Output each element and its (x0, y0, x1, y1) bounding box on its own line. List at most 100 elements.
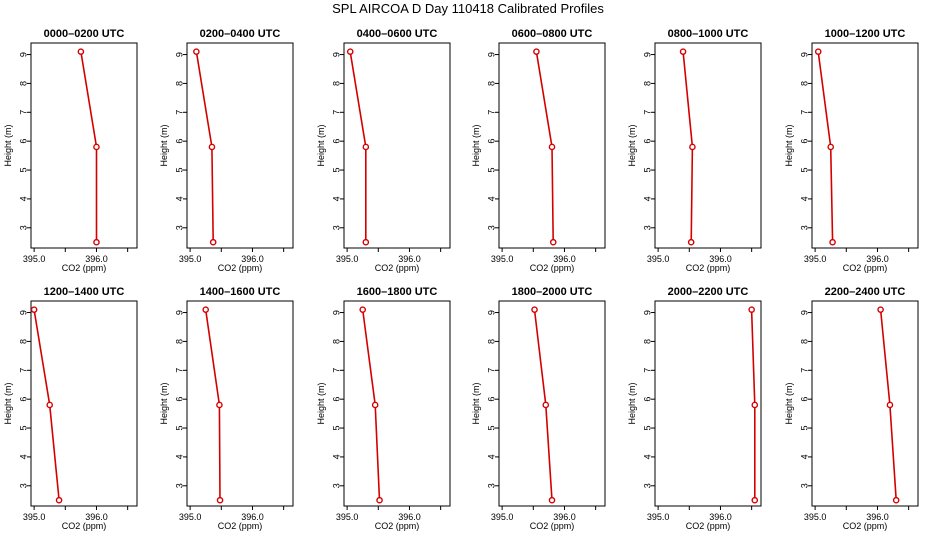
data-point (362, 143, 370, 151)
profile-panel-2: 0200–0400 UTC 395.0 396.0 3 4 5 6 7 8 9 CO2 (ppm) H… (159, 28, 294, 273)
y-tick-label: 7 (18, 368, 28, 373)
y-tick-label: 7 (174, 110, 184, 115)
x-tick-label: 395.0 (179, 254, 202, 264)
x-axis-label: CO2 (ppm) (530, 263, 575, 273)
y-tick-label: 4 (486, 196, 496, 201)
y-axis-label: Height (m) (627, 382, 637, 424)
y-tick-label: 7 (642, 110, 652, 115)
y-tick-label: 4 (799, 196, 809, 201)
data-point (77, 48, 85, 55)
x-axis-label: CO2 (ppm) (375, 521, 420, 531)
data-point (371, 401, 379, 409)
profile-panel-4: 0600–0800 UTC 395.0 396.0 3 4 5 6 7 8 9 CO2 (ppm) H… (471, 28, 606, 273)
x-tick-label: 395.0 (804, 254, 827, 264)
y-tick-label: 5 (486, 168, 496, 173)
data-point (814, 48, 822, 55)
y-tick-label: 8 (18, 81, 28, 86)
panel-title: 1600–1800 UTC (357, 286, 438, 298)
y-tick-label: 4 (331, 196, 341, 201)
y-tick-label: 5 (18, 168, 28, 173)
plot-frame (811, 42, 919, 249)
panel-title: 1800–2000 UTC (512, 286, 593, 298)
x-axis-label: CO2 (ppm) (686, 263, 731, 273)
y-tick-label: 4 (331, 454, 341, 459)
x-axis-label: CO2 (ppm) (375, 263, 420, 273)
x-tick-label: 396.0 (85, 254, 108, 264)
y-tick-label: 8 (486, 339, 496, 344)
y-axis-label: Height (m) (159, 124, 169, 166)
data-point (209, 238, 217, 246)
y-tick-label: 7 (18, 110, 28, 115)
y-tick-label: 6 (486, 139, 496, 144)
profile-panel-10: 1800–2000 UTC 395.0 396.0 3 4 5 6 7 8 9 CO2 (ppm) H… (471, 286, 606, 531)
y-tick-label: 6 (642, 397, 652, 402)
y-axis-label: Height (m) (784, 382, 794, 424)
y-tick-label: 8 (799, 339, 809, 344)
plot-frame (498, 42, 606, 249)
data-point (748, 306, 755, 313)
y-axis-label: Height (m) (316, 382, 326, 424)
data-point (533, 48, 540, 55)
y-tick-label: 4 (174, 454, 184, 459)
profile-panel-1: 0000–0200 UTC 395.0 396.0 3 4 5 6 7 8 9 CO2 (ppm) H… (3, 28, 138, 273)
y-axis-label: Height (m) (471, 382, 481, 424)
data-point (877, 306, 884, 313)
x-tick-label: 396.0 (866, 512, 889, 522)
data-point (55, 496, 63, 504)
data-point (359, 306, 367, 313)
profile-panel-7: 1200–1400 UTC 395.0 396.0 3 4 5 6 7 8 9 CO2 (ppm) H… (3, 286, 138, 531)
y-tick-label: 5 (642, 426, 652, 431)
y-tick-label: 5 (18, 426, 28, 431)
x-axis-label: CO2 (ppm) (62, 521, 107, 531)
y-tick-label: 6 (799, 397, 809, 402)
y-tick-label: 9 (642, 52, 652, 57)
y-tick-label: 4 (174, 196, 184, 201)
y-axis-label: Height (m) (471, 124, 481, 166)
y-tick-label: 5 (174, 426, 184, 431)
y-tick-label: 7 (799, 368, 809, 373)
y-tick-label: 5 (799, 168, 809, 173)
y-tick-label: 8 (331, 339, 341, 344)
y-tick-label: 3 (331, 483, 341, 488)
y-tick-label: 8 (799, 81, 809, 86)
plot-frame (654, 300, 762, 507)
x-tick-label: 396.0 (241, 512, 264, 522)
y-tick-label: 5 (331, 426, 341, 431)
y-tick-label: 3 (642, 225, 652, 230)
y-tick-label: 3 (486, 483, 496, 488)
y-tick-label: 3 (799, 225, 809, 230)
y-tick-label: 5 (642, 168, 652, 173)
y-tick-label: 7 (799, 110, 809, 115)
y-tick-label: 3 (18, 225, 28, 230)
x-tick-label: 395.0 (804, 512, 827, 522)
data-point (542, 401, 550, 409)
y-tick-label: 8 (174, 81, 184, 86)
y-tick-label: 6 (799, 139, 809, 144)
y-tick-label: 7 (642, 368, 652, 373)
panel-title: 1400–1600 UTC (200, 286, 281, 298)
y-tick-label: 4 (642, 454, 652, 459)
x-tick-label: 396.0 (553, 512, 576, 522)
panel-grid: 0000–0200 UTC 395.0 396.0 3 4 5 6 7 8 9 CO2 (ppm) H… (3, 28, 919, 531)
plot-frame (30, 300, 138, 507)
data-point (689, 143, 696, 151)
x-tick-label: 395.0 (23, 254, 46, 264)
data-point (376, 496, 383, 504)
plot-frame (186, 300, 294, 507)
plot-frame (654, 42, 762, 249)
y-tick-label: 8 (642, 339, 652, 344)
y-axis-label: Height (m) (784, 124, 794, 166)
x-tick-label: 396.0 (398, 254, 421, 264)
y-tick-label: 4 (18, 196, 28, 201)
y-tick-label: 5 (486, 426, 496, 431)
data-point (193, 48, 200, 55)
x-tick-label: 396.0 (85, 512, 108, 522)
y-tick-label: 9 (18, 310, 28, 315)
data-point (216, 401, 223, 409)
y-tick-label: 9 (174, 52, 184, 57)
data-point (548, 496, 556, 504)
panel-title: 0200–0400 UTC (200, 28, 281, 40)
x-axis-label: CO2 (ppm) (530, 521, 575, 531)
data-point (549, 238, 557, 246)
